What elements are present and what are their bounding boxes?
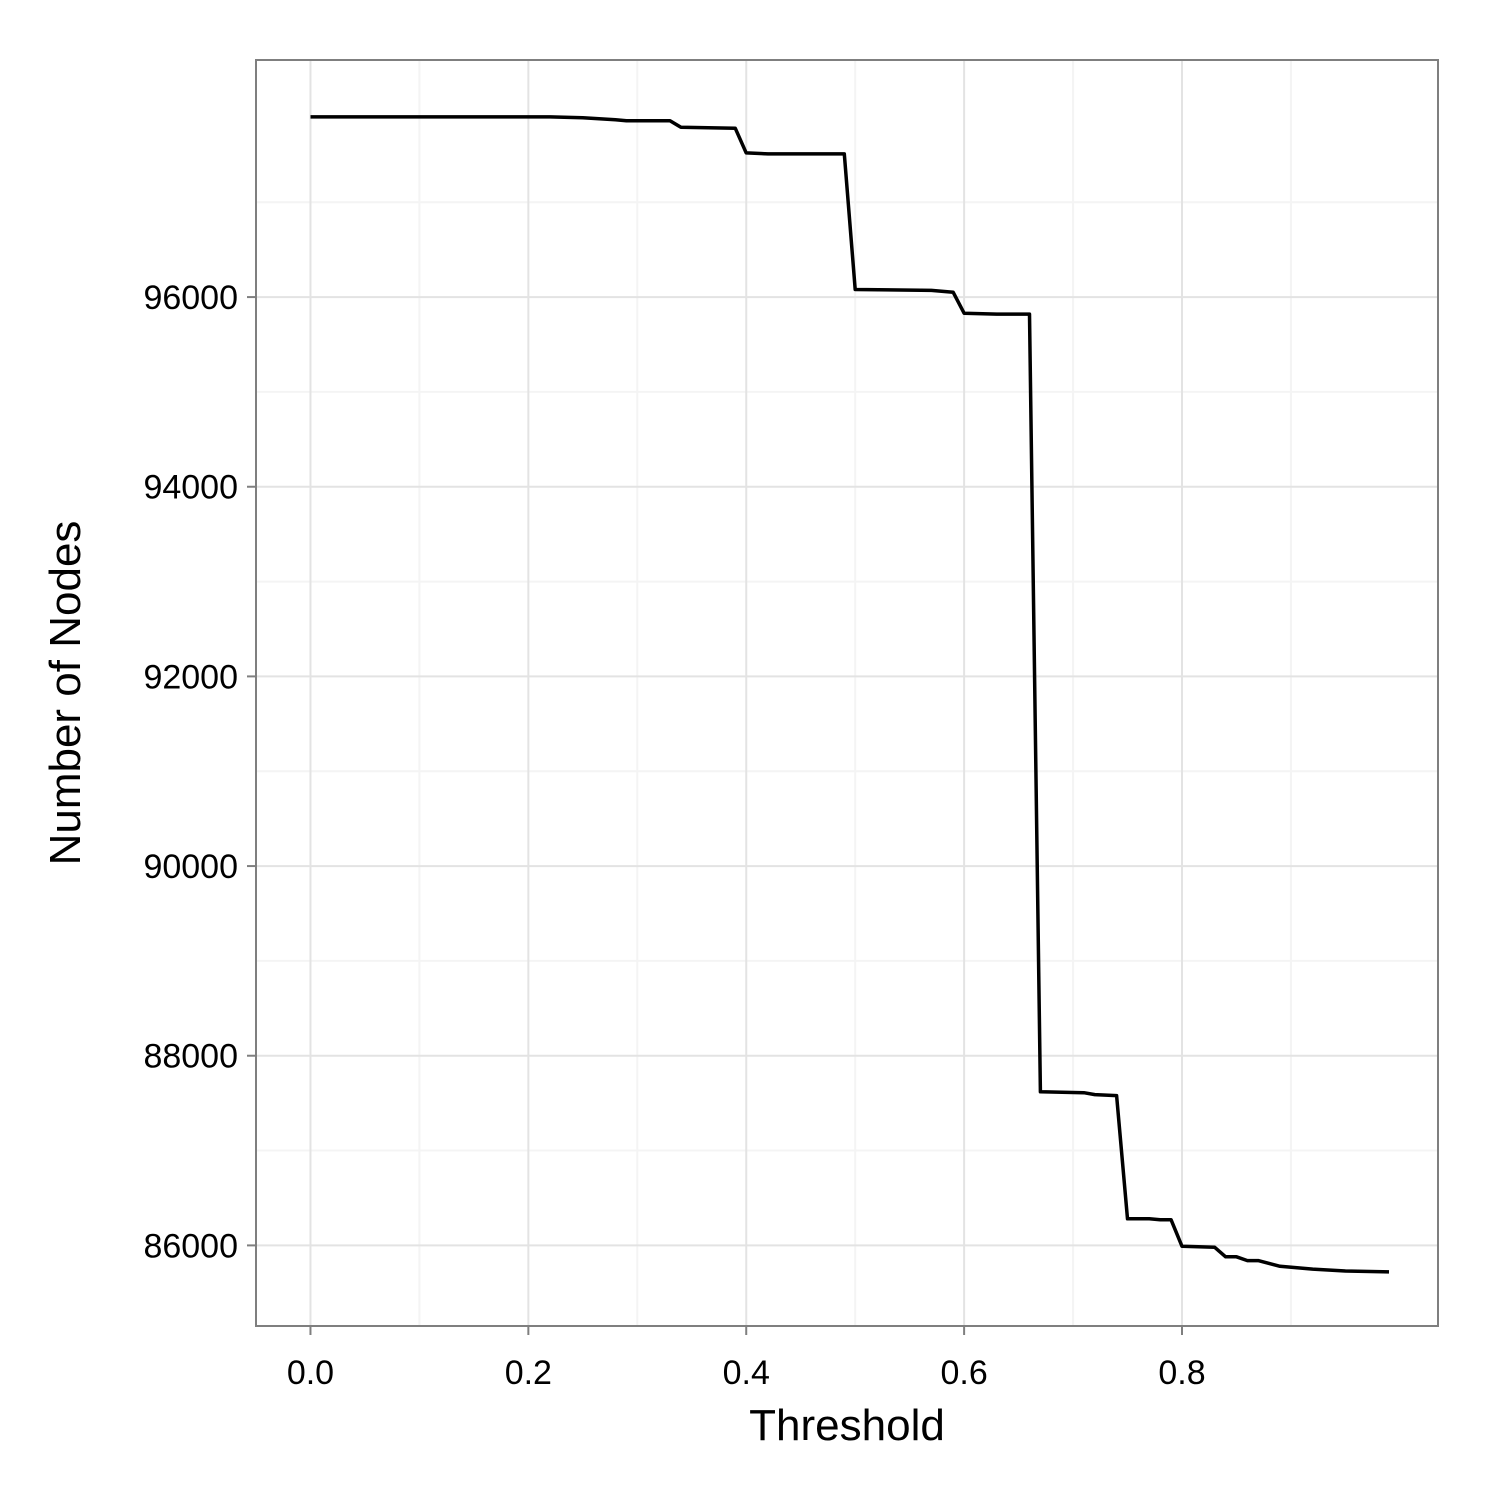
x-tick-label: 0.6	[940, 1354, 987, 1392]
y-tick-label: 90000	[143, 848, 238, 886]
x-tick-label: 0.0	[287, 1354, 334, 1392]
x-axis-ticks: 0.0 0.2 0.4 0.6 0.8	[287, 1326, 1206, 1392]
x-tick-label: 0.8	[1158, 1354, 1205, 1392]
y-tick-label: 88000	[143, 1038, 238, 1076]
plot-panel-border	[255, 59, 1439, 1327]
y-tick-label: 96000	[143, 279, 238, 317]
x-axis-title: Threshold	[749, 1401, 945, 1450]
y-tick-label: 86000	[143, 1227, 238, 1265]
x-tick-label: 0.4	[723, 1354, 770, 1392]
series-line	[310, 115, 1390, 1274]
y-tick-label: 94000	[143, 469, 238, 507]
major-gridlines	[256, 60, 1438, 1326]
plot-panel-background	[256, 60, 1438, 1326]
y-tick-label: 92000	[143, 658, 238, 696]
y-axis-ticks: 86000 88000 90000 92000 94000 96000	[143, 279, 256, 1265]
y-axis-title: Number of Nodes	[41, 521, 90, 866]
x-tick-label: 0.2	[505, 1354, 552, 1392]
